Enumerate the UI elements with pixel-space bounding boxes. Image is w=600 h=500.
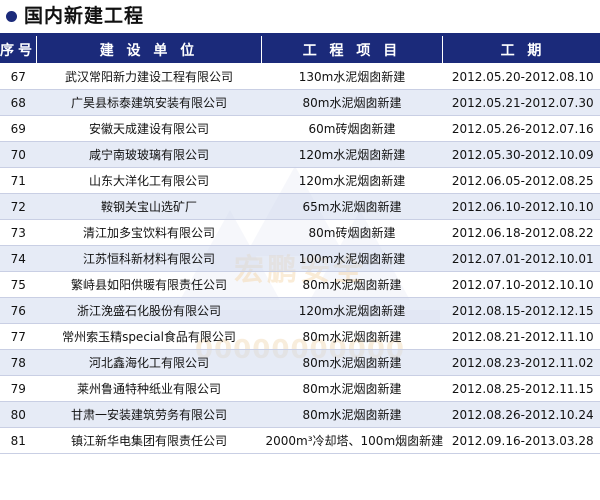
cell-duration: 2012.08.15-2012.12.15 <box>442 297 600 324</box>
table-row: 69 安徽天成建设有限公司 60m砖烟囱新建 2012.05.26-2012.07.1… <box>0 115 600 142</box>
cell-no: 67 <box>0 63 37 90</box>
table-header-row: 序号 建 设 单 位 工 程 项 目 工 期 <box>0 36 600 64</box>
cell-no: 70 <box>0 141 37 168</box>
table-row: 75 繁峙县如阳供暖有限责任公司 80m水泥烟囱新建 2012.07.10-2012.… <box>0 271 600 298</box>
cell-unit: 河北鑫海化工有限公司 <box>36 349 262 376</box>
cell-duration: 2012.06.18-2012.08.22 <box>442 219 600 246</box>
cell-project: 120m水泥烟囱新建 <box>261 297 443 324</box>
column-header-unit: 建 设 单 位 <box>36 36 262 64</box>
bullet-dot-icon <box>6 11 17 22</box>
projects-table-wrap: 序号 建 设 单 位 工 程 项 目 工 期 67 武汉常阳新力建设工程有限公司 1… <box>0 36 600 454</box>
cell-unit: 甘肃一安装建筑劳务有限公司 <box>36 401 262 428</box>
cell-duration: 2012.06.05-2012.08.25 <box>442 167 600 194</box>
cell-project: 120m水泥烟囱新建 <box>261 167 443 194</box>
table-body: 67 武汉常阳新力建设工程有限公司 130m水泥烟囱新建 2012.05.20-201… <box>0 63 600 454</box>
cell-duration: 2012.08.26-2012.10.24 <box>442 401 600 428</box>
cell-unit: 鞍钢关宝山选矿厂 <box>36 193 262 220</box>
cell-duration: 2012.05.21-2012.07.30 <box>442 89 600 116</box>
table-row: 70 咸宁南玻玻璃有限公司 120m水泥烟囱新建 2012.05.30-2012.10… <box>0 141 600 168</box>
page-title-bar: 国内新建工程 <box>0 0 600 36</box>
cell-unit: 安徽天成建设有限公司 <box>36 115 262 142</box>
projects-table: 序号 建 设 单 位 工 程 项 目 工 期 67 武汉常阳新力建设工程有限公司 1… <box>0 36 600 454</box>
cell-no: 69 <box>0 115 37 142</box>
cell-project: 80m砖烟囱新建 <box>261 219 443 246</box>
cell-no: 79 <box>0 375 37 402</box>
table-row: 79 莱州鲁通特种纸业有限公司 80m水泥烟囱新建 2012.08.25-2012.1… <box>0 375 600 402</box>
cell-no: 74 <box>0 245 37 272</box>
cell-unit: 江苏恒科新材料有限公司 <box>36 245 262 272</box>
cell-duration: 2012.06.10-2012.10.10 <box>442 193 600 220</box>
cell-project: 65m水泥烟囱新建 <box>261 193 443 220</box>
table-row: 73 清江加多宝饮料有限公司 80m砖烟囱新建 2012.06.18-2012.08.… <box>0 219 600 246</box>
cell-project: 60m砖烟囱新建 <box>261 115 443 142</box>
table-row: 72 鞍钢关宝山选矿厂 65m水泥烟囱新建 2012.06.10-2012.10.10 <box>0 193 600 220</box>
column-header-no: 序号 <box>0 36 37 64</box>
cell-project: 100m水泥烟囱新建 <box>261 245 443 272</box>
cell-project: 80m水泥烟囱新建 <box>261 375 443 402</box>
cell-unit: 常州索玉精special食品有限公司 <box>36 323 262 350</box>
table-row: 78 河北鑫海化工有限公司 80m水泥烟囱新建 2012.08.23-2012.11.… <box>0 349 600 376</box>
cell-duration: 2012.08.25-2012.11.15 <box>442 375 600 402</box>
cell-project: 2000m³冷却塔、100m烟囱新建 <box>261 427 443 454</box>
table-row: 71 山东大洋化工有限公司 120m水泥烟囱新建 2012.06.05-2012.08… <box>0 167 600 194</box>
cell-unit: 武汉常阳新力建设工程有限公司 <box>36 63 262 90</box>
column-header-duration: 工 期 <box>442 36 600 64</box>
cell-no: 68 <box>0 89 37 116</box>
column-header-project: 工 程 项 目 <box>261 36 443 64</box>
cell-unit: 莱州鲁通特种纸业有限公司 <box>36 375 262 402</box>
cell-unit: 繁峙县如阳供暖有限责任公司 <box>36 271 262 298</box>
cell-unit: 浙江浼盛石化股份有限公司 <box>36 297 262 324</box>
cell-no: 75 <box>0 271 37 298</box>
cell-no: 80 <box>0 401 37 428</box>
cell-duration: 2012.08.23-2012.11.02 <box>442 349 600 376</box>
cell-project: 80m水泥烟囱新建 <box>261 323 443 350</box>
cell-project: 80m水泥烟囱新建 <box>261 401 443 428</box>
table-row: 80 甘肃一安装建筑劳务有限公司 80m水泥烟囱新建 2012.08.26-2012.… <box>0 401 600 428</box>
page-title: 国内新建工程 <box>24 5 145 27</box>
cell-project: 80m水泥烟囱新建 <box>261 89 443 116</box>
cell-unit: 广昊县标泰建筑安装有限公司 <box>36 89 262 116</box>
cell-duration: 2012.07.10-2012.10.10 <box>442 271 600 298</box>
table-row: 67 武汉常阳新力建设工程有限公司 130m水泥烟囱新建 2012.05.20-201… <box>0 63 600 90</box>
cell-project: 80m水泥烟囱新建 <box>261 271 443 298</box>
cell-duration: 2012.09.16-2013.03.28 <box>442 427 600 454</box>
cell-unit: 镇江新华电集团有限责任公司 <box>36 427 262 454</box>
cell-project: 130m水泥烟囱新建 <box>261 63 443 90</box>
table-header: 序号 建 设 单 位 工 程 项 目 工 期 <box>0 36 600 64</box>
cell-duration: 2012.08.21-2012.11.10 <box>442 323 600 350</box>
cell-duration: 2012.07.01-2012.10.01 <box>442 245 600 272</box>
table-row: 77 常州索玉精special食品有限公司 80m水泥烟囱新建 2012.08.21-… <box>0 323 600 350</box>
cell-no: 73 <box>0 219 37 246</box>
cell-no: 77 <box>0 323 37 350</box>
cell-unit: 咸宁南玻玻璃有限公司 <box>36 141 262 168</box>
cell-no: 78 <box>0 349 37 376</box>
cell-no: 76 <box>0 297 37 324</box>
cell-project: 80m水泥烟囱新建 <box>261 349 443 376</box>
cell-duration: 2012.05.30-2012.10.09 <box>442 141 600 168</box>
cell-unit: 山东大洋化工有限公司 <box>36 167 262 194</box>
cell-no: 72 <box>0 193 37 220</box>
cell-duration: 2012.05.26-2012.07.16 <box>442 115 600 142</box>
cell-unit: 清江加多宝饮料有限公司 <box>36 219 262 246</box>
table-row: 68 广昊县标泰建筑安装有限公司 80m水泥烟囱新建 2012.05.21-2012.… <box>0 89 600 116</box>
table-row: 74 江苏恒科新材料有限公司 100m水泥烟囱新建 2012.07.01-2012.1… <box>0 245 600 272</box>
cell-no: 71 <box>0 167 37 194</box>
cell-no: 81 <box>0 427 37 454</box>
cell-duration: 2012.05.20-2012.08.10 <box>442 63 600 90</box>
table-row: 81 镇江新华电集团有限责任公司 2000m³冷却塔、100m烟囱新建 2012.09… <box>0 427 600 454</box>
table-row: 76 浙江浼盛石化股份有限公司 120m水泥烟囱新建 2012.08.15-2012.… <box>0 297 600 324</box>
cell-project: 120m水泥烟囱新建 <box>261 141 443 168</box>
